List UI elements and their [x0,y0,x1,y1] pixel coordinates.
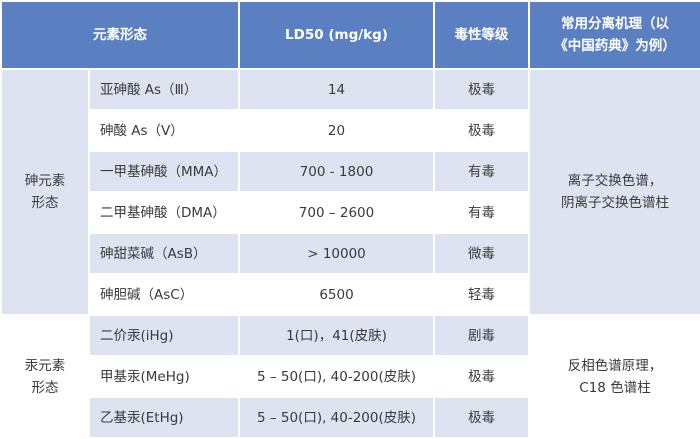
ld50: 5 – 50(口), 40-200(皮肤) [238,355,435,398]
header-cell: 常用分离机理（以 《中国药典》为例） [528,0,700,70]
text-line: 阴离子交换色谱柱 [561,195,669,211]
header-cell: 元素形态 [0,0,240,70]
method: 反相色谱原理， C18 色谱柱 [528,314,700,439]
species: 砷胆碱（AsC） [88,273,240,316]
text-line: 《中国药典》为例） [554,38,676,54]
toxicity: 极毒 [433,396,530,439]
text-line: 汞元素 [24,357,66,374]
toxicity: 有毒 [433,150,530,193]
ld50: > 10000 [238,232,435,275]
toxicity: 轻毒 [433,273,530,316]
header-cell: 毒性等级 [433,0,530,70]
text-line: 常用分离机理（以 [561,16,669,32]
species: 砷酸 As（Ⅴ） [88,109,240,152]
toxicity: 极毒 [433,68,530,111]
text-line: 形态 [31,379,59,396]
table-row: 乙基汞(EtHg) 5 – 50(口), 40-200(皮肤) 极毒 [1,396,700,439]
species: 二甲基砷酸（DMA） [88,191,240,234]
text-line: 砷元素 [24,173,66,189]
species: 乙基汞(EtHg) [88,396,240,439]
header-row: 元素形态 LD50 (mg/kg) 毒性等级 常用分离机理（以 《中国药典》为例） [0,0,700,70]
ld50: 700 – 2600 [238,191,435,234]
toxicity: 微毒 [433,232,530,275]
ld50: 6500 [238,273,435,316]
header-cell: LD50 (mg/kg) [238,0,435,70]
ld50: 700 - 1800 [238,150,435,193]
group-label: 砷元素 形态 [0,68,90,316]
table-row: 汞元素 形态 二价汞(iHg) 1(口)，41(皮肤) 剧毒 反相色谱原理， C18 色谱柱 [0,314,700,439]
toxicity: 有毒 [433,191,530,234]
table-row: 甲基汞(MeHg) 5 – 50(口), 40-200(皮肤) 极毒 [1,355,700,398]
table-row: 一甲基砷酸（MMA） 700 - 1800 有毒 [1,150,700,193]
species: 砷甜菜碱（AsB） [88,232,240,275]
ld50: 14 [238,68,435,111]
text-line: 反相色谱原理， [567,357,663,374]
method: 离子交换色谱， 阴离子交换色谱柱 [528,68,700,316]
toxicity: 剧毒 [433,314,530,357]
toxicity: 极毒 [433,109,530,152]
species: 一甲基砷酸（MMA） [88,150,240,193]
table-row: 砷元素 形态 亚砷酸 As（Ⅲ） 14 极毒 离子交换色谱， 阴离子交换色谱柱 [0,68,700,316]
species: 亚砷酸 As（Ⅲ） [88,68,240,111]
text-line: 离子交换色谱， [567,173,663,189]
table-row: 砷胆碱（AsC） 6500 轻毒 [1,273,700,316]
species: 甲基汞(MeHg) [88,355,240,398]
ld50: 5 – 50(口), 40-200(皮肤) [238,396,435,439]
text-line: C18 色谱柱 [579,379,651,396]
text-line: 形态 [31,195,59,211]
table-row: 二甲基砷酸（DMA） 700 – 2600 有毒 [1,191,700,234]
table-row: 砷甜菜碱（AsB） > 10000 微毒 [1,232,700,275]
group-label: 汞元素 形态 [0,314,90,439]
ld50: 1(口)，41(皮肤) [238,314,435,357]
table-row: 砷酸 As（Ⅴ） 20 极毒 [1,109,700,152]
ld50: 20 [238,109,435,152]
toxicity: 极毒 [433,355,530,398]
species: 二价汞(iHg) [88,314,240,357]
